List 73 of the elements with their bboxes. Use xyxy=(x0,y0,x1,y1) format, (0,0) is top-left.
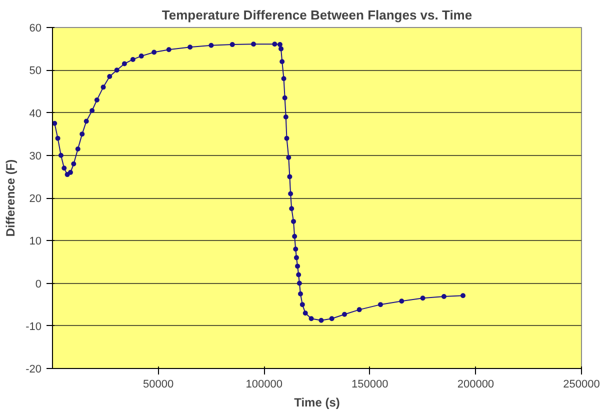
x-tick-label: 50000 xyxy=(143,378,174,390)
point xyxy=(441,294,446,299)
point xyxy=(130,56,136,62)
point xyxy=(420,296,426,301)
point xyxy=(291,218,296,224)
point xyxy=(318,318,324,323)
point xyxy=(300,302,305,308)
point xyxy=(90,108,95,114)
point xyxy=(296,272,302,278)
point xyxy=(55,136,60,141)
y-axis-title: Difference (F) xyxy=(4,159,18,237)
point xyxy=(283,114,288,120)
point xyxy=(58,152,64,158)
point xyxy=(294,255,299,260)
y-tick-label: -20 xyxy=(26,364,42,376)
point xyxy=(342,312,348,317)
y-tick-label: 60 xyxy=(29,22,42,34)
x-tick-label: 150000 xyxy=(352,378,388,390)
y-tick-label: 50 xyxy=(29,65,42,78)
point xyxy=(308,316,314,322)
point xyxy=(399,298,404,304)
point xyxy=(284,136,290,141)
point xyxy=(356,307,362,312)
point xyxy=(298,291,303,296)
x-tick-label: 200000 xyxy=(457,378,494,390)
point xyxy=(152,50,157,55)
point xyxy=(460,293,466,298)
point xyxy=(287,174,292,180)
point xyxy=(280,59,285,64)
point xyxy=(296,280,302,286)
point xyxy=(114,68,120,73)
point xyxy=(166,47,172,52)
y-tick-label: 0 xyxy=(35,278,42,290)
y-tick-label: 30 xyxy=(29,150,42,162)
y-tick-label: -10 xyxy=(26,320,42,333)
point xyxy=(94,97,100,102)
x-tick-label: 250000 xyxy=(563,378,600,390)
point xyxy=(277,42,282,48)
x-axis-title: Time (s) xyxy=(294,396,340,410)
point xyxy=(272,42,278,47)
point xyxy=(208,42,214,48)
point xyxy=(289,206,294,212)
point xyxy=(278,46,284,52)
y-tick-label: 40 xyxy=(29,108,42,120)
point xyxy=(80,132,85,137)
y-tick-label: 10 xyxy=(29,236,42,248)
point xyxy=(293,246,298,252)
x-tick-label: 100000 xyxy=(246,378,282,390)
point xyxy=(68,170,73,175)
point xyxy=(295,264,300,269)
point xyxy=(84,118,89,124)
point xyxy=(64,172,70,178)
point xyxy=(52,120,58,126)
point xyxy=(75,146,80,152)
point xyxy=(62,166,67,171)
point xyxy=(282,95,288,100)
point xyxy=(188,44,193,50)
point xyxy=(71,161,76,166)
point xyxy=(107,74,112,80)
chart-title: Temperature Difference Between Flanges vs. Time xyxy=(162,8,472,22)
point xyxy=(251,42,256,47)
point xyxy=(122,61,127,66)
point xyxy=(302,310,308,316)
point xyxy=(288,191,294,196)
point xyxy=(329,316,334,322)
point xyxy=(378,302,383,308)
point xyxy=(230,42,235,48)
point xyxy=(138,54,144,59)
point xyxy=(292,234,298,239)
point xyxy=(100,84,106,90)
y-tick-label: 20 xyxy=(29,193,42,205)
point xyxy=(286,155,292,160)
point xyxy=(281,76,286,82)
